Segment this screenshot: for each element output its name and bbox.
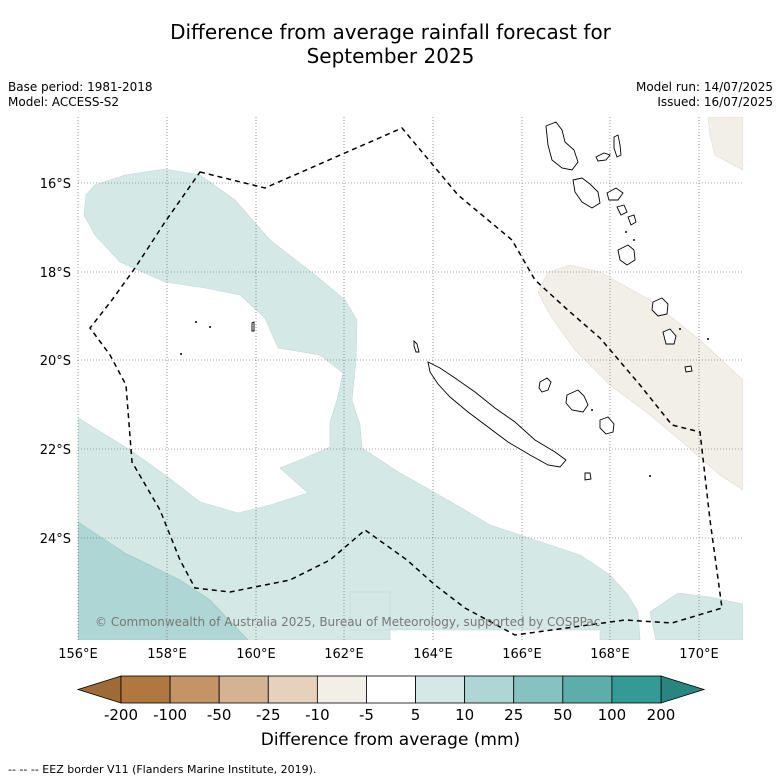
region-wetter-light bbox=[78, 168, 641, 640]
espiritu-santo bbox=[545, 121, 579, 171]
region-drier-light bbox=[537, 264, 743, 491]
colorbar-segment bbox=[267, 675, 318, 704]
lon-label: 158°E bbox=[147, 647, 187, 662]
efate bbox=[617, 244, 636, 266]
malekula bbox=[572, 177, 601, 209]
lon-label: 164°E bbox=[413, 647, 453, 662]
colorbar-tick-label: -25 bbox=[256, 706, 281, 724]
meta-right: Model run: 14/07/2025 Issued: 16/07/2025 bbox=[636, 80, 773, 110]
copyright-notice: © Commonwealth of Australia 2025, Bureau… bbox=[95, 615, 600, 629]
colorbar-tick-label: 25 bbox=[504, 706, 523, 724]
loyalty-ouvea bbox=[538, 377, 552, 393]
longitude-labels: 156°E 158°E 160°E 162°E 164°E 166°E 168°… bbox=[58, 647, 719, 662]
erromango bbox=[651, 297, 669, 317]
aneityum bbox=[684, 365, 693, 373]
colorbar-tick-label: 50 bbox=[553, 706, 572, 724]
colorbar-segment bbox=[611, 675, 662, 704]
colorbar-tick-labels: -200 -100 -50 -25 -10 -5 5 10 25 50 100 200 bbox=[104, 706, 675, 724]
small-islets bbox=[180, 231, 709, 477]
tanna bbox=[662, 328, 677, 345]
colorbar-tick-label: -50 bbox=[207, 706, 232, 724]
colorbar-tick-label: -200 bbox=[104, 706, 138, 724]
shepherd-islands bbox=[627, 214, 637, 226]
lat-label: 16°S bbox=[40, 177, 71, 192]
colorbar-label: Difference from average (mm) bbox=[260, 730, 521, 750]
colorbar-extend-low bbox=[76, 675, 122, 704]
page-title: Difference from average rainfall forecas… bbox=[0, 20, 781, 68]
region-wetter-medium bbox=[78, 521, 249, 640]
footnote: -- -- -- EEZ border V11 (Flanders Marine… bbox=[8, 763, 317, 776]
isle-of-pines bbox=[584, 472, 592, 481]
ambrym bbox=[606, 187, 624, 201]
ambae bbox=[595, 152, 611, 162]
colorbar-segments bbox=[76, 675, 706, 704]
colorbar-segment bbox=[562, 675, 613, 704]
lat-label: 20°S bbox=[40, 354, 71, 369]
colorbar-segment bbox=[120, 675, 171, 704]
lon-label: 168°E bbox=[590, 647, 630, 662]
epi bbox=[616, 204, 628, 216]
colorbar-segment bbox=[415, 675, 466, 704]
colorbar-segment bbox=[316, 675, 367, 704]
map-fills bbox=[78, 117, 743, 640]
chesterfield bbox=[251, 321, 255, 332]
lon-label: 162°E bbox=[324, 647, 364, 662]
lat-label: 24°S bbox=[40, 532, 71, 547]
issued-date: Issued: 16/07/2025 bbox=[657, 95, 773, 109]
lon-label: 166°E bbox=[502, 647, 542, 662]
meta-left: Base period: 1981-2018 Model: ACCESS-S2 bbox=[8, 80, 153, 110]
colorbar-tick-label: 5 bbox=[411, 706, 421, 724]
new-caledonia bbox=[427, 361, 567, 468]
lat-label: 18°S bbox=[40, 266, 71, 281]
colorbar-segment bbox=[169, 675, 220, 704]
title-line-2: September 2025 bbox=[306, 44, 475, 68]
colorbar-tick-label: 200 bbox=[647, 706, 676, 724]
lat-label: 22°S bbox=[40, 443, 71, 458]
colorbar-tick-label: -5 bbox=[359, 706, 374, 724]
maewo bbox=[613, 134, 622, 158]
colorbar-tick-label: 10 bbox=[455, 706, 474, 724]
lon-label: 156°E bbox=[58, 647, 98, 662]
region-wetter-light-east bbox=[649, 592, 743, 640]
belep-islands bbox=[413, 339, 420, 353]
loyalty-mare bbox=[599, 416, 615, 435]
colorbar-segment bbox=[464, 675, 515, 704]
region-drier-light-ne bbox=[707, 117, 743, 171]
eez-border bbox=[89, 127, 723, 636]
colorbar-tick-label: -10 bbox=[305, 706, 330, 724]
base-period: Base period: 1981-2018 bbox=[8, 80, 153, 94]
model-name: Model: ACCESS-S2 bbox=[8, 95, 120, 109]
model-run: Model run: 14/07/2025 bbox=[635, 80, 773, 94]
colorbar-extend-high bbox=[660, 675, 706, 704]
lon-label: 160°E bbox=[236, 647, 276, 662]
colorbar-tick-label: 100 bbox=[598, 706, 627, 724]
lon-label: 170°E bbox=[679, 647, 719, 662]
title-line-1: Difference from average rainfall forecas… bbox=[170, 20, 611, 44]
coastlines bbox=[251, 121, 693, 481]
gridlines bbox=[77, 117, 743, 640]
colorbar-segment bbox=[218, 675, 269, 704]
loyalty-lifou bbox=[565, 389, 589, 413]
latitude-labels: 16°S 18°S 20°S 22°S 24°S bbox=[40, 177, 71, 547]
colorbar-segment bbox=[366, 675, 416, 704]
colorbar-tick-label: -100 bbox=[153, 706, 187, 724]
colorbar-segment bbox=[513, 675, 564, 704]
